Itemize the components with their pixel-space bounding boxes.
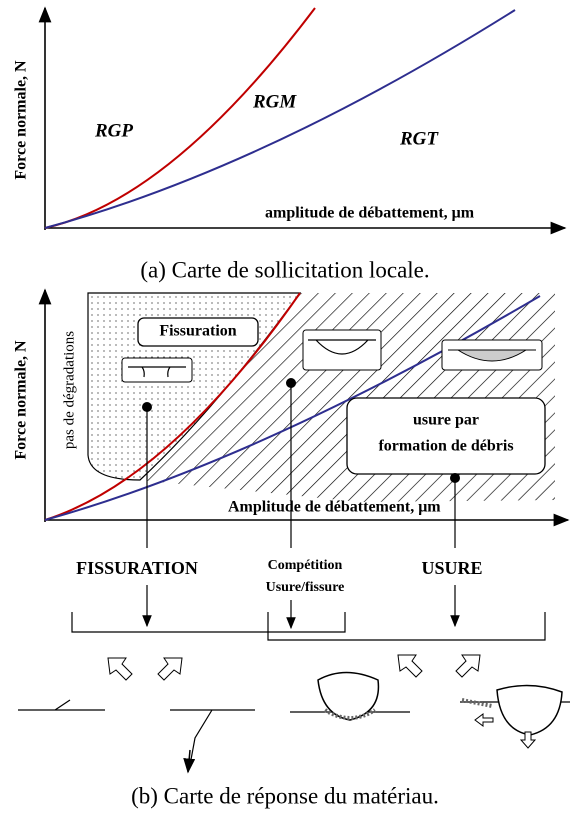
icon [302,329,382,371]
bracket [71,612,346,633]
open-arrow [397,654,423,678]
y-axis-label: Force normale, N [13,340,30,460]
open-arrow [157,657,183,681]
blue-curve [44,9,516,229]
box-label: usure par [413,412,479,429]
contact-body [496,684,563,736]
contact-body [317,671,380,721]
icon-crack [128,366,186,378]
box-label: formation de débris [378,438,513,455]
crack-initiation [18,699,105,711]
open-arrow [519,731,537,749]
debris-layer [323,708,377,720]
open-arrow [455,654,481,678]
region-label: RGT [399,128,439,149]
red-curve [44,7,316,229]
arrow [183,749,196,774]
panel-a: Force normale, N RGP RGM RGT amplitude d… [13,6,567,282]
region-label: RGM [252,91,297,112]
response-label: FISSURATION [76,558,198,578]
caption: (b) Carte de réponse du matériau. [131,783,439,808]
box-label: Fissuration [159,323,236,340]
y-axis-label: Force normale, N [13,60,30,180]
open-arrow [474,713,494,727]
panel-b: Force normale, N pas de dégradations Fis… [13,288,570,808]
bracket [267,612,546,641]
box [346,397,546,475]
side-label: pas de dégradations [61,331,77,449]
response-label: USURE [421,558,482,578]
region-label: RGP [94,120,133,141]
x-axis-label: amplitude de débattement, μm [265,205,475,222]
response-label: Usure/fissure [266,580,345,595]
x-axis-label: Amplitude de débattement, μm [228,499,441,516]
box [137,317,259,347]
icon [121,357,193,383]
response-label: Compétition [268,558,343,573]
icon-wear [308,339,376,355]
crack-propagation [170,709,255,766]
red-curve [44,292,301,521]
icon-wear [448,349,536,362]
debris-ejection [461,698,493,708]
open-arrow [107,657,133,681]
caption: (a) Carte de sollicitation locale. [140,257,429,282]
